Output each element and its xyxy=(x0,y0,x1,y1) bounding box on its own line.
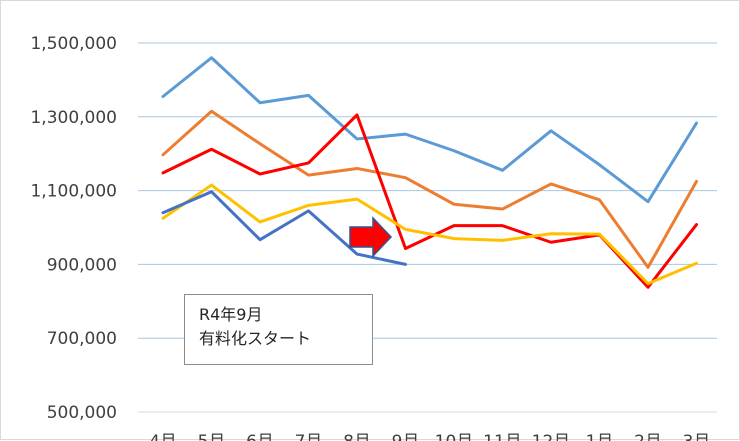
y-tick-label: 1,300,000 xyxy=(30,108,117,128)
series-lines xyxy=(161,56,698,289)
x-tick-label: 2月 xyxy=(634,432,662,441)
x-tick-label: 9月 xyxy=(392,432,420,441)
y-tick-label: 900,000 xyxy=(47,255,117,275)
x-tick-label: 3月 xyxy=(683,432,711,441)
arrow-shape xyxy=(349,216,393,258)
x-tick-label: 5月 xyxy=(198,432,226,441)
y-axis-ticks: 500,000 700,000 900,000 1,100,000 1,300,000 1… xyxy=(30,34,117,423)
annotation-arrow xyxy=(349,216,393,258)
annotation-line-2: 有料化スタート xyxy=(199,329,312,348)
x-tick-label: 11月 xyxy=(483,432,522,441)
x-tick-label: 4月 xyxy=(149,432,177,441)
x-tick-label: 8月 xyxy=(343,432,371,441)
annotation-line-1: R4年9月 xyxy=(199,305,263,324)
series-line-3 xyxy=(161,113,698,289)
y-tick-label: 500,000 xyxy=(47,403,117,423)
x-tick-label: 7月 xyxy=(295,432,323,441)
series-line-5 xyxy=(161,190,407,266)
series-line-4 xyxy=(161,183,698,286)
y-tick-label: 1,500,000 xyxy=(30,34,117,54)
y-tick-label: 1,100,000 xyxy=(30,182,117,202)
y-tick-label: 700,000 xyxy=(47,329,117,349)
x-tick-label: 1月 xyxy=(586,432,614,441)
annotation-box: R4年9月 有料化スタート xyxy=(184,294,373,365)
x-tick-label: 10月 xyxy=(435,432,474,441)
series-line-1 xyxy=(161,56,698,204)
x-tick-label: 12月 xyxy=(532,432,571,441)
series-line-2 xyxy=(161,109,698,269)
x-tick-label: 6月 xyxy=(246,432,274,441)
x-axis-ticks: 4月 5月 6月 7月 8月 9月 10月 11月 12月 1月 2月 3月 xyxy=(149,432,710,441)
